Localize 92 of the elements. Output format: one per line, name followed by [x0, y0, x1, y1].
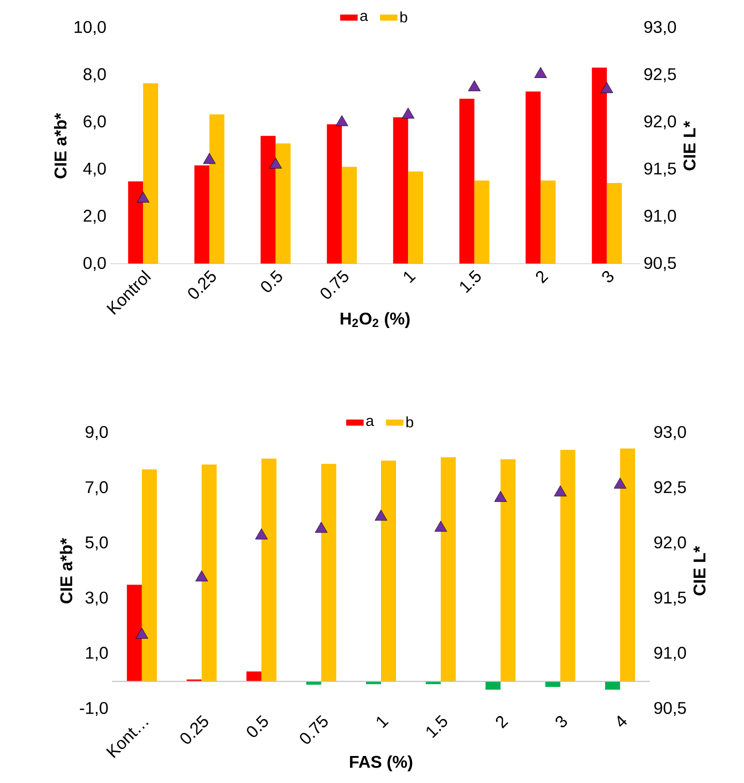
y-tick-label: 0,0: [83, 256, 106, 272]
y2-tick-label: 91,0: [654, 646, 686, 661]
bar: [560, 450, 576, 682]
point: [136, 192, 150, 203]
y-tick-label: 7,0: [86, 481, 108, 496]
y2-axis-title: CIE L*: [683, 120, 696, 170]
point: [468, 80, 481, 92]
y2-tick-label: 92,0: [654, 536, 686, 550]
x-axis-title: FAS (%): [350, 755, 412, 772]
legend-label: b: [400, 11, 408, 22]
bar: [342, 166, 357, 264]
x-tick-label: 2: [496, 716, 508, 728]
point: [434, 520, 448, 532]
y2-tick-label: 92,0: [644, 115, 676, 130]
x-axis-title: H$_{2}$O$_{2}$ (%): [340, 312, 410, 328]
y-tick-label: 2,0: [84, 210, 106, 224]
bar: [620, 448, 636, 682]
x-tick-label: 1: [376, 716, 389, 728]
point: [336, 115, 348, 126]
bar: [321, 464, 336, 682]
bar: [606, 183, 622, 264]
bar: [142, 469, 157, 682]
y-tick-label: -1,0: [80, 702, 108, 716]
point: [203, 152, 216, 164]
bar: [143, 83, 158, 264]
y2-tick-label: 92,5: [644, 68, 676, 82]
x-tick-label: 1.5: [426, 714, 448, 738]
x-tick-label: 0.5: [246, 715, 268, 738]
bar: [440, 457, 456, 682]
x-tick-label: 2: [536, 270, 548, 284]
point: [534, 67, 547, 78]
x-tick-label: 3: [556, 716, 567, 728]
bar: [474, 180, 490, 264]
point: [494, 490, 507, 502]
point: [314, 522, 328, 533]
bar: [261, 458, 276, 682]
point: [600, 82, 614, 94]
y2-tick-label: 93,0: [654, 426, 686, 440]
point: [554, 485, 567, 496]
point: [402, 108, 414, 119]
point: [269, 158, 282, 169]
y2-tick-label: 91,0: [644, 210, 676, 224]
x-tick-label: 1: [404, 272, 416, 284]
x-tick-label: 4: [617, 716, 627, 727]
point: [614, 478, 626, 489]
bar: [393, 117, 408, 264]
bar: [526, 91, 541, 264]
y2-tick-label: 90,5: [654, 702, 686, 716]
y2-axis-title: CIE L*: [693, 546, 706, 596]
bar: [605, 681, 620, 690]
bar: [408, 171, 424, 264]
bar: [209, 114, 224, 264]
y2-tick-label: 91,5: [654, 592, 686, 606]
y2-tick-label: 90,5: [644, 256, 676, 272]
y-axis-title: CIE a*b*: [60, 538, 72, 604]
point: [195, 570, 208, 582]
y-tick-label: 6,0: [84, 115, 106, 130]
y-tick-label: 4,0: [83, 162, 106, 177]
point: [136, 628, 148, 639]
bar: [381, 460, 396, 682]
y-axis-title: CIE a*b*: [54, 112, 67, 178]
legend-label: b: [406, 416, 414, 428]
y-tick-label: 9,0: [86, 426, 108, 440]
x-tick-label: 3: [602, 271, 614, 282]
bar: [276, 143, 291, 264]
bar: [260, 136, 276, 264]
y-tick-label: 3,0: [85, 592, 108, 606]
y-tick-label: 1,0: [86, 646, 108, 661]
bar: [202, 464, 217, 682]
legend-label: a: [360, 12, 368, 22]
bar: [459, 98, 474, 264]
y2-tick-label: 93,0: [644, 20, 676, 36]
bar: [126, 584, 142, 682]
point: [374, 510, 388, 521]
y-tick-label: 8,0: [84, 68, 106, 82]
point: [255, 528, 268, 540]
y2-tick-label: 92,5: [654, 481, 686, 496]
y2-tick-label: 91,5: [644, 162, 676, 177]
legend-label: a: [366, 418, 374, 426]
bar: [545, 681, 560, 687]
x-tick-label: 1.5: [460, 270, 481, 294]
bar: [326, 124, 342, 264]
y-tick-label: 5,0: [86, 536, 108, 550]
bar: [246, 671, 262, 682]
bar: [194, 165, 210, 264]
bar: [540, 180, 556, 264]
bar: [592, 68, 607, 264]
bar: [486, 681, 501, 690]
bar: [128, 181, 144, 264]
bar: [500, 459, 516, 682]
x-tick-label: 0.5: [261, 270, 282, 292]
y-tick-label: 10,0: [74, 20, 106, 36]
